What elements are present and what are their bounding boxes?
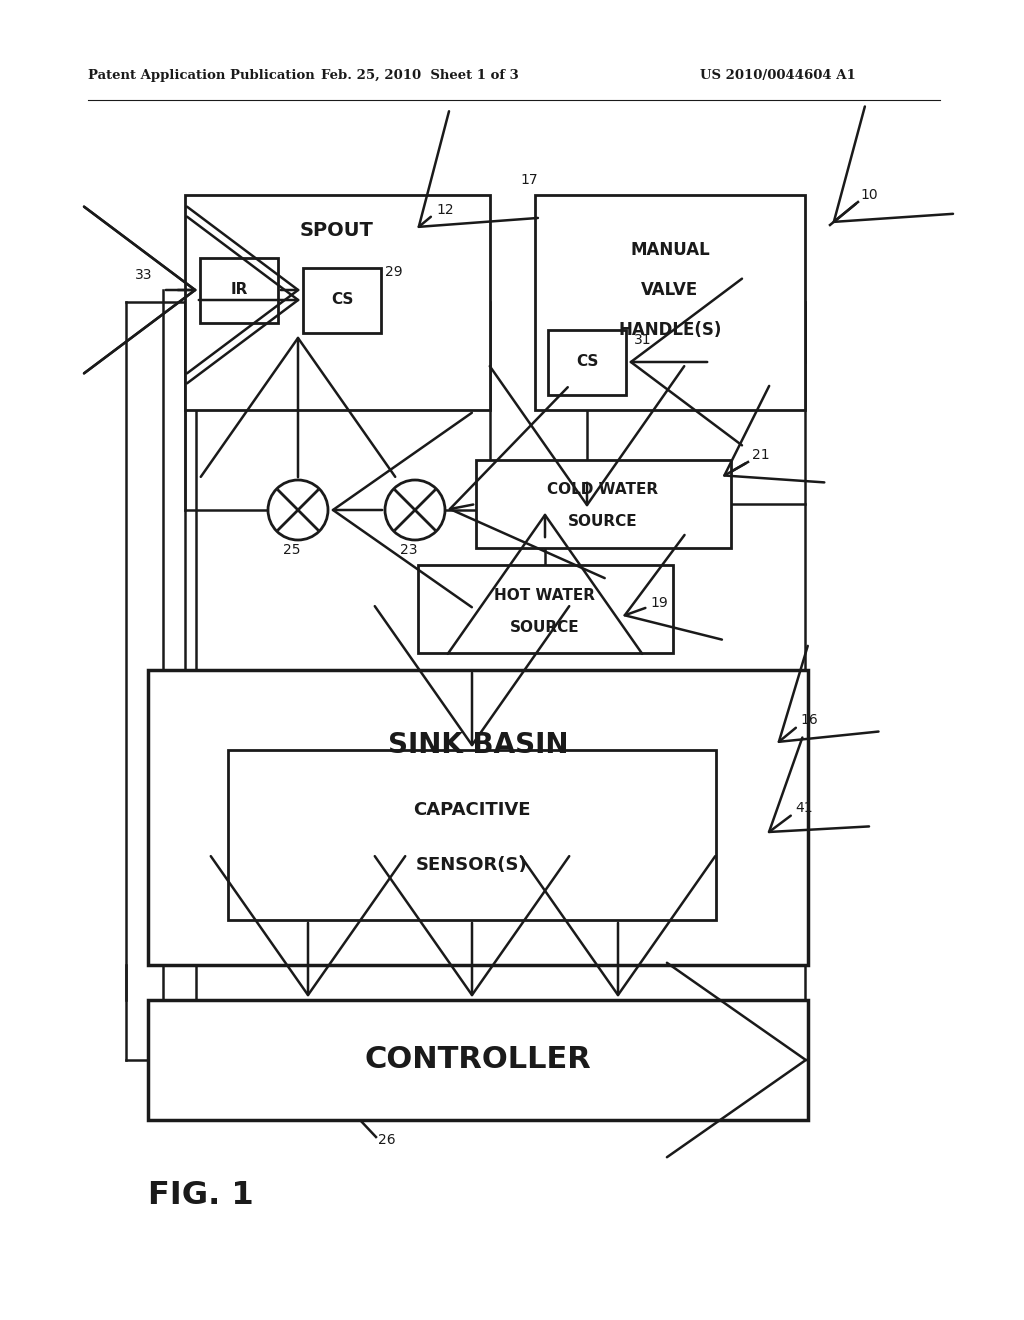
Text: 25: 25 bbox=[283, 543, 300, 557]
Text: CS: CS bbox=[331, 293, 353, 308]
Text: 31: 31 bbox=[634, 333, 651, 347]
Text: 17: 17 bbox=[520, 173, 538, 187]
Bar bbox=[228, 750, 716, 920]
Text: 26: 26 bbox=[378, 1133, 395, 1147]
Text: 16: 16 bbox=[800, 713, 818, 727]
Text: SOURCE: SOURCE bbox=[510, 619, 580, 635]
Text: SOURCE: SOURCE bbox=[568, 515, 638, 529]
Text: VALVE: VALVE bbox=[641, 281, 698, 300]
Text: FIG. 1: FIG. 1 bbox=[148, 1180, 254, 1210]
Text: 23: 23 bbox=[400, 543, 418, 557]
Bar bbox=[303, 268, 381, 333]
Text: CAPACITIVE: CAPACITIVE bbox=[414, 801, 530, 818]
Text: SENSOR(S): SENSOR(S) bbox=[416, 855, 528, 874]
Text: 33: 33 bbox=[135, 268, 153, 282]
Circle shape bbox=[268, 480, 328, 540]
Bar bbox=[476, 459, 731, 548]
Text: SPOUT: SPOUT bbox=[300, 220, 374, 239]
Bar bbox=[535, 195, 805, 411]
Text: 29: 29 bbox=[385, 265, 402, 279]
Bar bbox=[418, 565, 673, 653]
Text: Feb. 25, 2010  Sheet 1 of 3: Feb. 25, 2010 Sheet 1 of 3 bbox=[322, 69, 519, 82]
Text: HANDLE(S): HANDLE(S) bbox=[618, 321, 722, 339]
Bar bbox=[200, 257, 278, 323]
Text: US 2010/0044604 A1: US 2010/0044604 A1 bbox=[700, 69, 856, 82]
Text: SINK BASIN: SINK BASIN bbox=[388, 731, 568, 759]
Text: 10: 10 bbox=[860, 187, 878, 202]
Text: CONTROLLER: CONTROLLER bbox=[365, 1045, 592, 1074]
Text: MANUAL: MANUAL bbox=[630, 242, 710, 259]
Text: Patent Application Publication: Patent Application Publication bbox=[88, 69, 314, 82]
Text: 12: 12 bbox=[436, 203, 454, 216]
Bar bbox=[148, 1001, 808, 1119]
Text: 19: 19 bbox=[650, 597, 668, 610]
Bar bbox=[148, 671, 808, 965]
Text: 21: 21 bbox=[752, 447, 770, 462]
Text: COLD WATER: COLD WATER bbox=[548, 483, 658, 498]
Bar bbox=[548, 330, 626, 395]
Bar bbox=[185, 195, 490, 411]
Text: CS: CS bbox=[575, 355, 598, 370]
Text: 41: 41 bbox=[795, 801, 813, 814]
Circle shape bbox=[385, 480, 445, 540]
Text: HOT WATER: HOT WATER bbox=[495, 587, 596, 602]
Text: IR: IR bbox=[230, 282, 248, 297]
